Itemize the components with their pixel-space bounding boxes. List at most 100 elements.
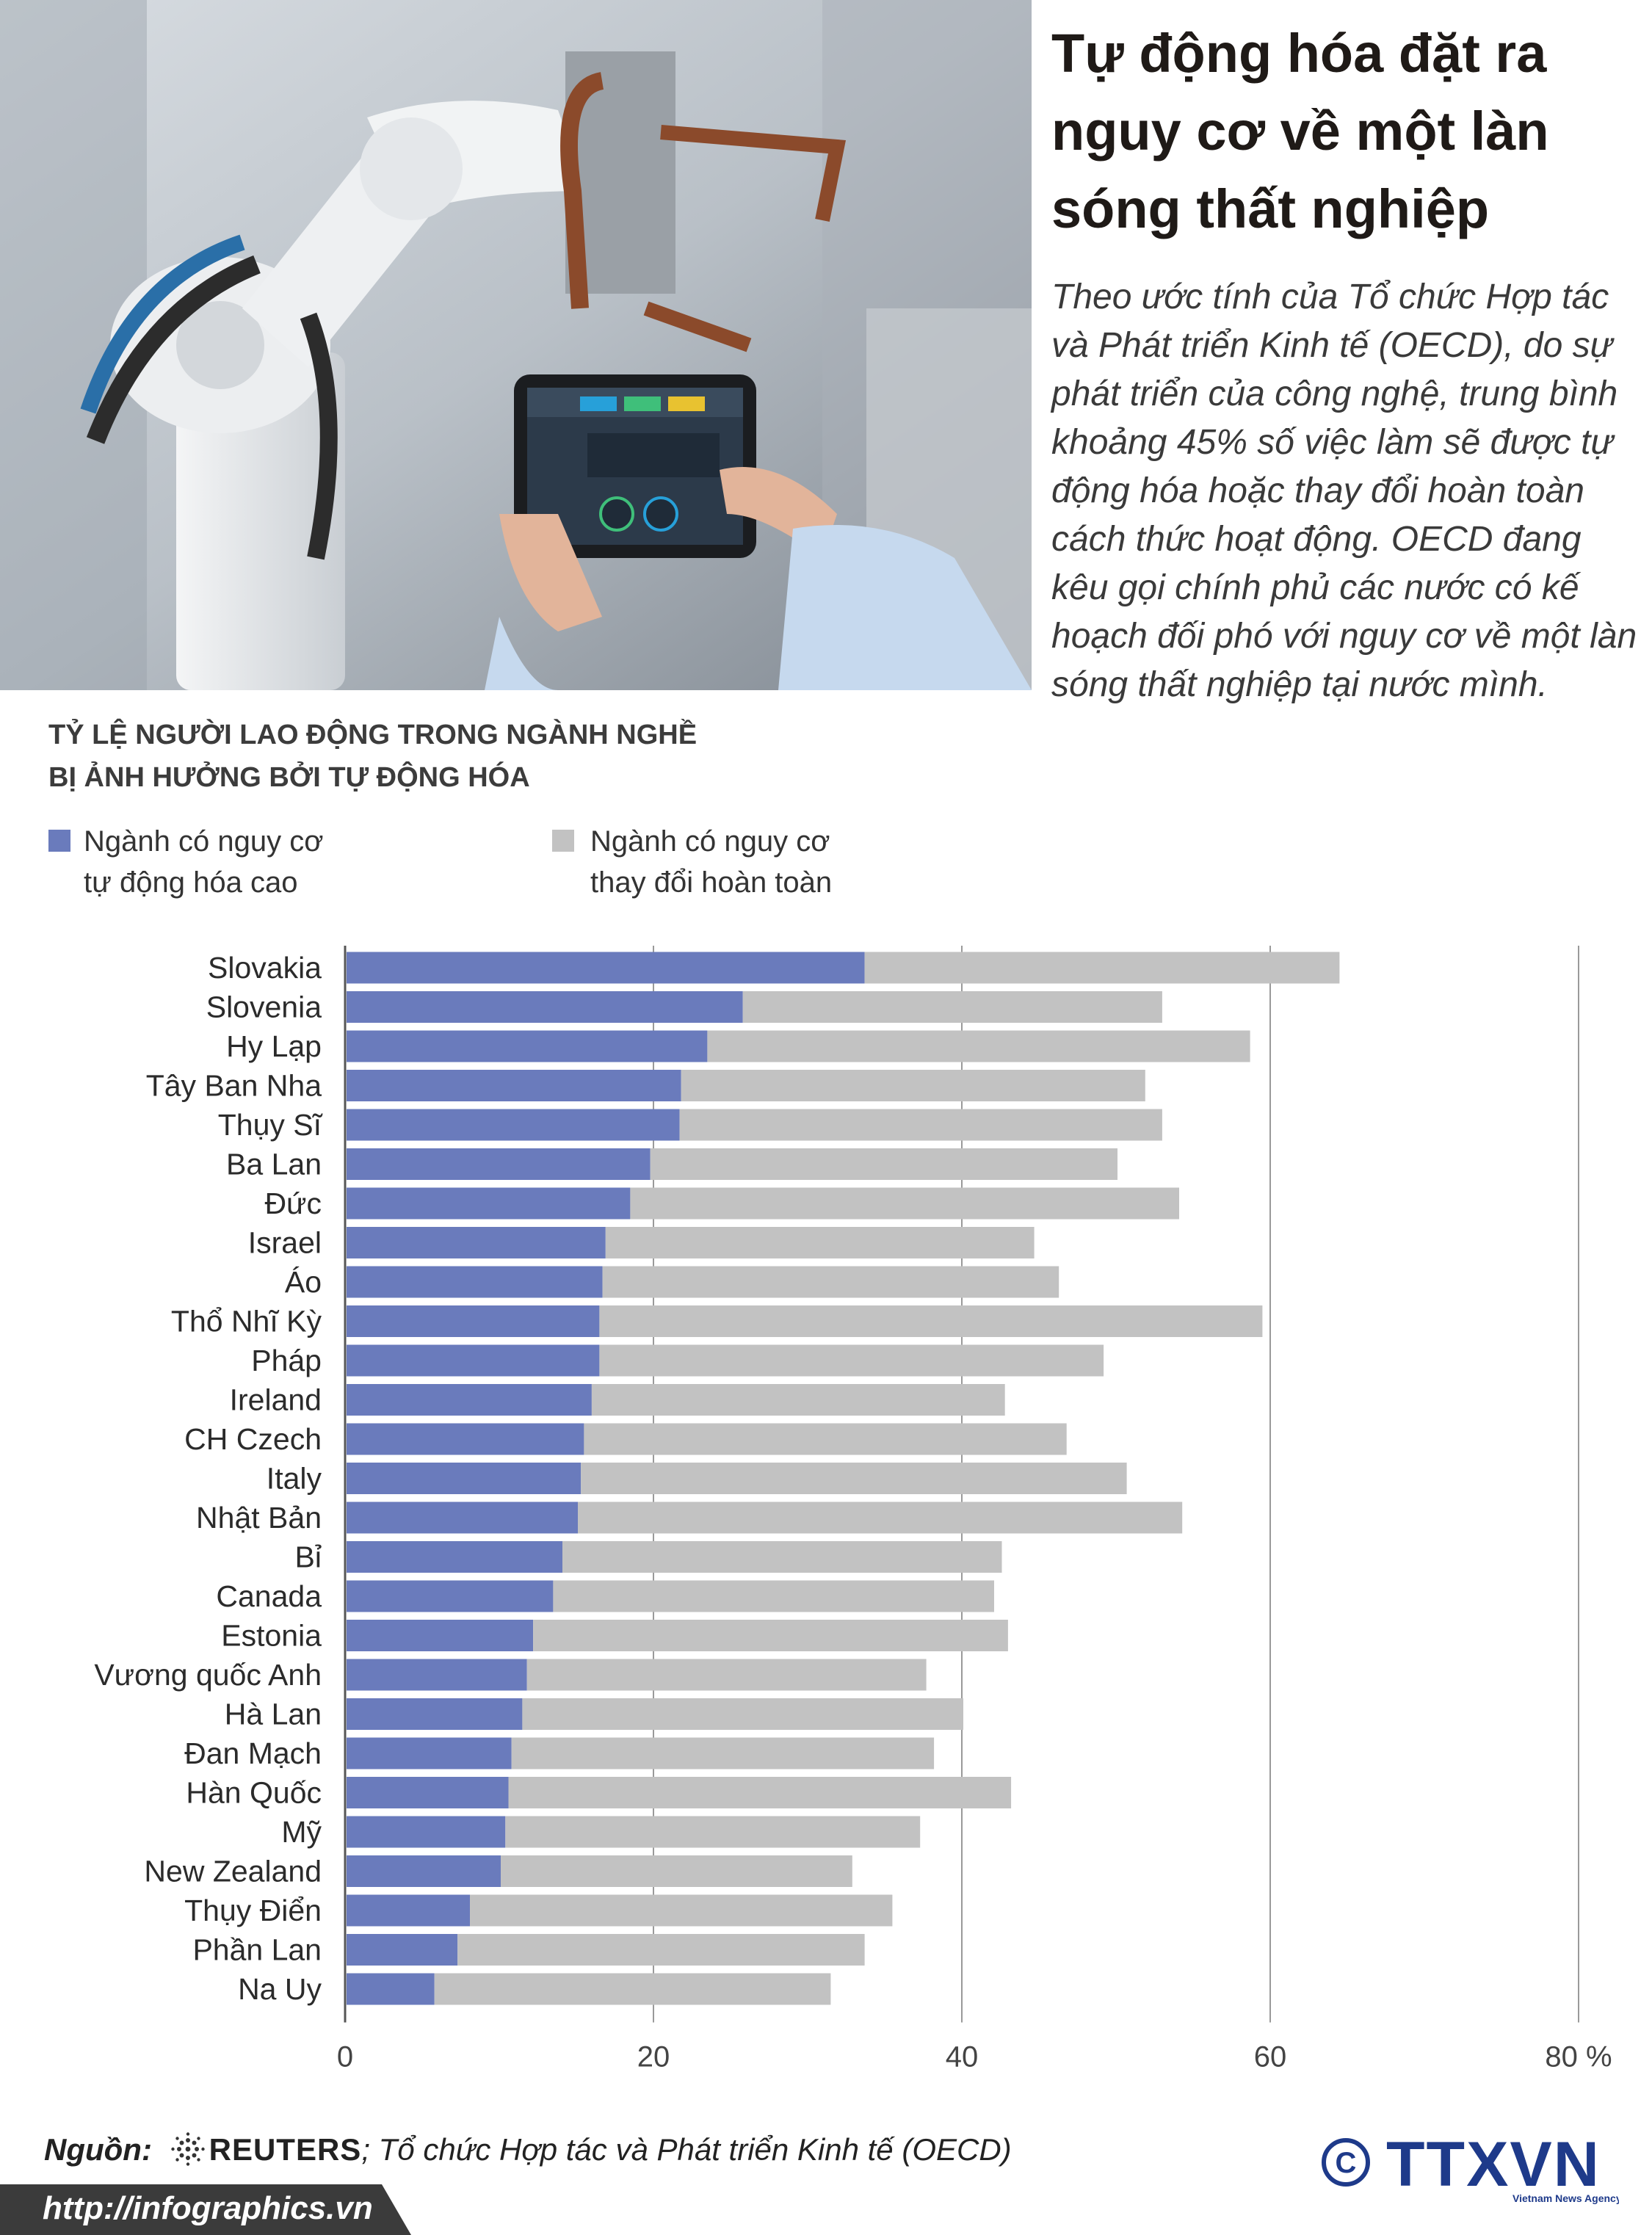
category-labels: Slovakia Slovenia Hy Lạp Tây Ban Nha Thụy Sĩ… xyxy=(94,951,322,2006)
legend-item-high-risk: Ngành có nguy cơ tự động hóa cao xyxy=(84,821,323,903)
bar-significant-change xyxy=(522,1698,963,1730)
bar-high-risk xyxy=(347,1737,512,1769)
category-label: Nhật Bản xyxy=(196,1501,322,1535)
bar-significant-change xyxy=(599,1344,1104,1377)
x-tick-label: 20 xyxy=(637,2041,670,2073)
bar-high-risk xyxy=(347,1187,631,1220)
category-label: Tây Ban Nha xyxy=(146,1069,322,1103)
category-label: Hà Lan xyxy=(225,1698,322,1731)
bar-significant-change xyxy=(511,1737,935,1769)
bar-significant-change xyxy=(508,1777,1012,1808)
bar-significant-change xyxy=(599,1305,1263,1337)
category-label: Hàn Quốc xyxy=(186,1776,322,1810)
bar-high-risk xyxy=(347,952,865,984)
bar-significant-change xyxy=(562,1541,1002,1573)
bar-significant-change xyxy=(533,1620,1008,1651)
bar-significant-change xyxy=(630,1187,1179,1220)
copyright-glyph: C xyxy=(1336,2147,1357,2179)
category-label: Phần Lan xyxy=(192,1933,322,1967)
legend-label-high-line-2: tự động hóa cao xyxy=(84,866,298,899)
bar-high-risk xyxy=(347,1580,554,1612)
bar-significant-change xyxy=(864,952,1340,984)
source-lead: Nguồn: xyxy=(44,2132,152,2167)
bar-high-risk xyxy=(347,1541,562,1573)
bar-high-risk xyxy=(347,1502,578,1534)
bar-significant-change xyxy=(581,1463,1127,1494)
category-label: Israel xyxy=(248,1226,322,1260)
chart-title: TỶ LỆ NGƯỜI LAO ĐỘNG TRONG NGÀNH NGHỀ BỊ… xyxy=(48,714,1003,799)
ttxvn-logo: C TTXVN Vietnam News Agency xyxy=(1322,2129,1619,2204)
category-label: Hy Lạp xyxy=(226,1029,322,1063)
bar-significant-change xyxy=(584,1423,1067,1455)
bar-significant-change xyxy=(681,1070,1145,1101)
legend-swatch-high-risk xyxy=(48,830,70,852)
category-label: CH Czech xyxy=(184,1422,322,1456)
bar-high-risk xyxy=(347,1698,523,1730)
legend-swatch-significant-change xyxy=(552,830,574,852)
logo-subtext: Vietnam News Agency xyxy=(1512,2192,1619,2204)
category-label: Bỉ xyxy=(295,1540,322,1574)
stacked-bar-chart: Slovakia Slovenia Hy Lạp Tây Ban Nha Thụy Sĩ… xyxy=(94,946,1612,2073)
logo-text: TTXVN xyxy=(1386,2129,1601,2200)
category-label: Slovakia xyxy=(208,951,322,985)
bar-high-risk xyxy=(347,1070,681,1101)
category-label: Mỹ xyxy=(281,1815,322,1849)
chart-title-line-1: TỶ LỆ NGƯỜI LAO ĐỘNG TRONG NGÀNH NGHỀ xyxy=(48,720,698,750)
bar-high-risk xyxy=(347,1855,501,1887)
bar-high-risk xyxy=(347,1816,506,1848)
category-label: Canada xyxy=(216,1579,322,1613)
x-tick-label: 60 xyxy=(1254,2041,1287,2073)
legend-label-change-line-2: thay đổi hoàn toàn xyxy=(590,866,833,899)
footer-bar xyxy=(0,2184,411,2235)
bar-high-risk xyxy=(347,1305,600,1337)
category-label: New Zealand xyxy=(144,1855,322,1888)
robot-arm-illustration xyxy=(0,0,1032,690)
bar-significant-change xyxy=(578,1502,1183,1534)
bar-high-risk xyxy=(347,1423,584,1455)
bar-significant-change xyxy=(605,1227,1035,1258)
header-photo-robot-arm xyxy=(0,0,1032,690)
legend-item-significant-change: Ngành có nguy cơ thay đổi hoàn toàn xyxy=(590,821,832,903)
source-reuters: REUTERS xyxy=(209,2132,362,2167)
x-tick-label: 0 xyxy=(337,2041,353,2073)
reuters-logo-icon xyxy=(170,2132,205,2166)
bar-significant-change xyxy=(501,1855,852,1887)
category-label: Áo xyxy=(285,1265,322,1299)
source-rest: ; Tổ chức Hợp tác và Phát triển Kinh tế … xyxy=(361,2132,1012,2167)
bar-significant-change xyxy=(470,1894,893,1927)
chart-title-line-2: BỊ ẢNH HƯỞNG BỞI TỰ ĐỘNG HÓA xyxy=(48,762,530,793)
category-label: Thổ Nhĩ Kỳ xyxy=(171,1305,322,1339)
category-label: Đan Mạch xyxy=(184,1736,322,1770)
copyright-icon xyxy=(1322,2138,1370,2187)
category-label: Italy xyxy=(267,1462,322,1496)
category-label: Pháp xyxy=(251,1344,322,1377)
bar-significant-change xyxy=(707,1030,1250,1062)
category-label: Na Uy xyxy=(238,1972,322,2006)
bar-significant-change xyxy=(434,1973,831,2005)
x-tick-label: 80 % xyxy=(1545,2041,1612,2073)
bar-significant-change xyxy=(553,1580,994,1612)
bar-high-risk xyxy=(347,1109,680,1141)
bar-high-risk xyxy=(347,1463,582,1494)
source-line: Nguồn: REUTERS; Tổ chức Hợp tác và Phát … xyxy=(44,2128,1012,2172)
bar-high-risk xyxy=(347,1227,606,1258)
legend-label-change-line-1: Ngành có nguy cơ xyxy=(590,825,830,858)
bar-high-risk xyxy=(347,1620,534,1651)
category-label: Slovenia xyxy=(206,990,322,1024)
legend-label-high-line-1: Ngành có nguy cơ xyxy=(84,825,324,858)
bar-significant-change xyxy=(742,991,1162,1023)
bar-high-risk xyxy=(347,1384,592,1416)
intro-text: Theo ước tính của Tổ chức Hợp tác và Phá… xyxy=(1051,278,1637,704)
bars xyxy=(347,952,1340,2005)
category-label: Ba Lan xyxy=(226,1148,322,1181)
bar-high-risk xyxy=(347,1777,509,1808)
bar-high-risk xyxy=(347,1030,708,1062)
category-label: Estonia xyxy=(221,1619,322,1653)
footer-url-link[interactable]: http://infographics.vn xyxy=(43,2190,373,2226)
category-label: Ireland xyxy=(230,1383,322,1417)
category-label: Thụy Sĩ xyxy=(218,1108,323,1142)
bar-significant-change xyxy=(650,1148,1117,1180)
bar-high-risk xyxy=(347,1344,600,1377)
bar-significant-change xyxy=(505,1816,921,1848)
bar-significant-change xyxy=(679,1109,1162,1141)
